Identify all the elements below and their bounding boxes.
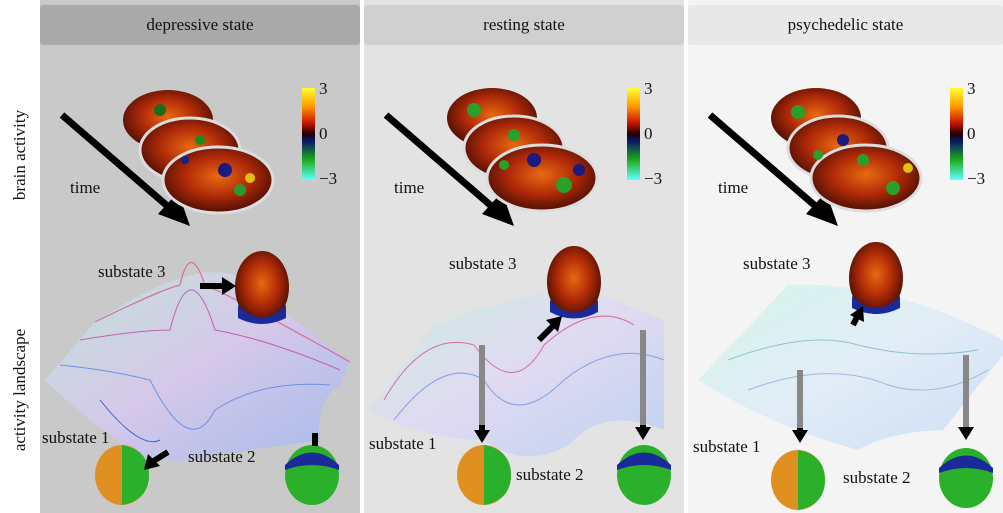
substate-3-label: substate 3	[98, 262, 166, 281]
panel-title: psychedelic state	[688, 5, 1003, 45]
substate-3-brain	[849, 242, 903, 314]
substate-1-brain	[457, 445, 511, 505]
row-label-activity-landscape: activity landscape	[10, 328, 30, 452]
substate-1-label: substate 1	[693, 437, 761, 456]
color-scale-min: −3	[319, 169, 338, 188]
panel-title: depressive state	[40, 5, 360, 45]
color-scale-bar	[950, 88, 963, 180]
time-label: time	[394, 178, 425, 197]
color-scale-max: 3	[319, 79, 328, 98]
color-scale-mid: 0	[319, 124, 328, 143]
brain-slices	[447, 88, 599, 213]
substate-2-label: substate 2	[188, 447, 256, 466]
substate-2-label: substate 2	[843, 468, 911, 487]
panel-artwork	[698, 88, 1003, 510]
substate-2-brain	[285, 445, 339, 505]
panel-artwork	[45, 90, 351, 505]
time-arrow	[59, 112, 190, 226]
arrow-to-substate-2	[958, 355, 974, 440]
arrow-to-substate-1	[792, 370, 808, 443]
substate-3-brain	[235, 251, 289, 324]
panel-resting-state: resting state	[364, 0, 684, 513]
substate-1-label: substate 1	[42, 428, 110, 447]
substate-3-brain	[547, 246, 601, 319]
color-scale-min: −3	[967, 169, 986, 188]
row-label-brain-activity: brain activity	[10, 109, 30, 201]
time-label: time	[718, 178, 749, 197]
substate-2-brain	[617, 445, 671, 505]
panel-psychedelic-state: psychedelic state	[688, 0, 1003, 513]
substate-2-brain	[939, 448, 993, 508]
time-arrow	[383, 112, 514, 226]
activity-landscape-mesh	[369, 290, 665, 457]
arrow-to-substate-3	[850, 306, 864, 327]
panel-artwork	[369, 88, 671, 505]
color-scale-bar	[302, 88, 315, 180]
substate-1-brain	[95, 445, 149, 505]
color-scale-max: 3	[644, 79, 653, 98]
color-scale-max: 3	[967, 79, 976, 98]
substate-1-brain	[771, 450, 825, 510]
substate-2-label: substate 2	[516, 465, 584, 484]
brain-slices	[123, 90, 275, 215]
arrow-to-substate-2	[635, 330, 651, 440]
arrow-to-substate-1	[474, 345, 490, 443]
activity-landscape-mesh	[698, 284, 1003, 450]
time-arrow	[707, 112, 838, 226]
substate-1-label: substate 1	[369, 434, 437, 453]
color-scale-min: −3	[644, 169, 663, 188]
color-scale-bar	[627, 88, 640, 180]
panel-title: resting state	[364, 5, 684, 45]
time-label: time	[70, 178, 101, 197]
arrow-to-substate-3	[536, 316, 562, 343]
color-scale-mid: 0	[967, 124, 976, 143]
substate-3-label: substate 3	[743, 254, 811, 273]
arrow-to-substate-1	[144, 449, 170, 470]
panel-depressive-state: depressive state	[40, 0, 360, 513]
arrow-to-substate-3	[200, 277, 236, 295]
brain-slices	[771, 88, 923, 213]
color-scale-mid: 0	[644, 124, 653, 143]
substate-3-label: substate 3	[449, 254, 517, 273]
